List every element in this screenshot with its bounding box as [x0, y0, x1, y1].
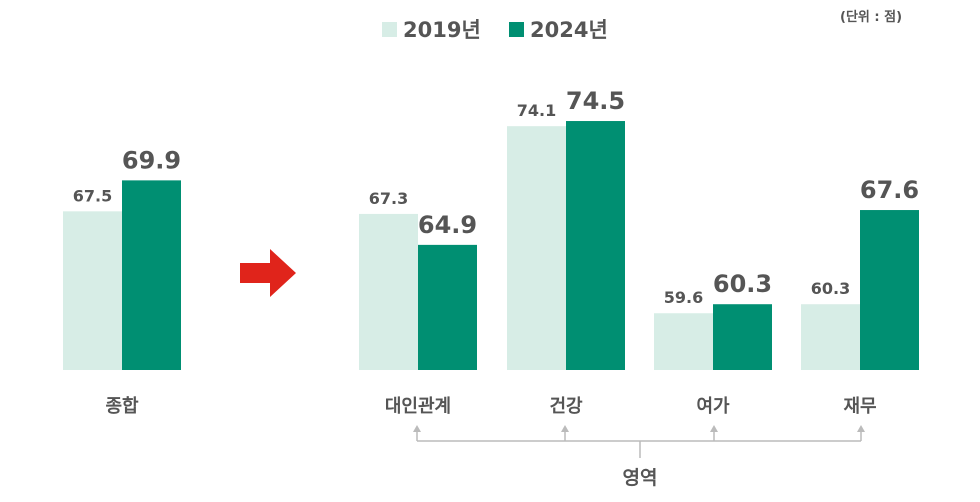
data-label-2024: 60.3 [713, 270, 772, 298]
legend-label-2024: 2024년 [530, 18, 608, 42]
bar-2019-0 [63, 211, 122, 370]
red-arrow-icon [240, 249, 296, 297]
data-label-2024: 64.9 [418, 211, 477, 239]
legend-label-2019: 2019년 [403, 18, 481, 42]
category-label: 여가 [696, 396, 730, 417]
category-label: 재무 [843, 396, 876, 417]
bar-2024-1 [418, 244, 477, 370]
unit-label: (단위 : 점) [840, 10, 903, 25]
category-label: 종합 [105, 395, 139, 417]
arrow-up-icon [561, 425, 569, 432]
bar-2019-4 [801, 304, 860, 370]
bar-2019-1 [359, 213, 418, 370]
category-label: 건강 [549, 396, 583, 417]
category-label: 대인관계 [385, 396, 451, 417]
data-label-2019: 67.5 [73, 186, 112, 205]
arrow-up-icon [710, 425, 718, 432]
bar-2024-2 [566, 121, 625, 370]
data-label-2024: 69.9 [122, 146, 181, 174]
data-label-2024: 74.5 [566, 87, 625, 115]
data-label-2019: 59.6 [664, 288, 703, 307]
data-label-2024: 67.6 [860, 176, 919, 204]
x-axis-label: 영역 [623, 467, 658, 489]
arrow-up-icon [857, 425, 865, 432]
legend-swatch-2019 [382, 22, 397, 37]
area-bracket [417, 440, 861, 458]
bar-2019-2 [507, 126, 566, 370]
data-label-2019: 60.3 [811, 279, 850, 298]
arrow-up-icon [413, 425, 421, 432]
data-label-2019: 67.3 [369, 189, 408, 208]
data-label-2019: 74.1 [517, 101, 556, 120]
bar-2019-3 [654, 313, 713, 370]
bar-2024-4 [860, 210, 919, 370]
bar-2024-0 [122, 180, 181, 370]
bar-2024-3 [713, 304, 772, 370]
legend-swatch-2024 [509, 22, 524, 37]
